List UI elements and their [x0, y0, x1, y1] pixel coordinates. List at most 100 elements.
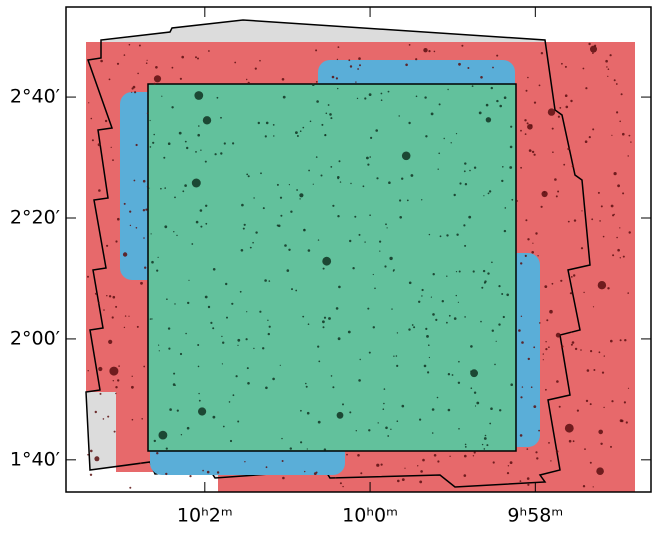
star — [581, 210, 583, 212]
star — [624, 339, 627, 342]
star — [87, 275, 89, 278]
star — [548, 346, 550, 349]
star — [498, 323, 501, 326]
star — [458, 360, 460, 363]
star — [463, 224, 466, 227]
star — [231, 302, 234, 305]
star — [492, 66, 494, 69]
star — [418, 300, 421, 303]
star — [509, 461, 513, 464]
star — [422, 458, 425, 462]
star — [210, 321, 213, 324]
star — [221, 363, 223, 365]
star — [115, 386, 118, 389]
star — [606, 66, 608, 68]
star — [179, 352, 183, 356]
star — [262, 347, 265, 350]
star — [469, 169, 471, 172]
star — [572, 440, 575, 443]
star — [197, 133, 200, 137]
star — [612, 214, 615, 217]
star — [237, 344, 239, 346]
star — [545, 348, 548, 351]
star — [472, 455, 475, 457]
star — [277, 224, 281, 228]
star — [542, 353, 544, 355]
star — [488, 190, 492, 193]
star — [628, 231, 631, 234]
star — [502, 315, 505, 319]
star — [570, 343, 573, 346]
star — [359, 358, 361, 361]
star — [415, 95, 418, 98]
star — [617, 248, 620, 252]
star — [115, 240, 118, 243]
star — [364, 241, 366, 243]
x-tick-label: 10ʰ0ᵐ — [342, 505, 398, 527]
star — [235, 375, 238, 378]
star — [188, 279, 190, 281]
star — [260, 172, 262, 175]
star — [545, 388, 547, 391]
star — [520, 396, 523, 399]
star — [471, 85, 474, 87]
star — [320, 174, 323, 177]
star — [132, 85, 136, 89]
star — [87, 370, 89, 372]
star — [574, 347, 578, 351]
star — [222, 341, 225, 344]
star — [473, 166, 477, 169]
star — [368, 351, 371, 354]
star — [131, 375, 133, 377]
star — [546, 319, 549, 322]
star — [391, 308, 393, 310]
star — [151, 318, 153, 320]
star — [485, 117, 492, 123]
star — [481, 443, 484, 446]
star — [584, 140, 588, 143]
star — [372, 273, 374, 276]
star — [417, 465, 419, 467]
star — [540, 205, 543, 208]
star — [325, 112, 328, 115]
star — [264, 135, 267, 138]
star — [90, 449, 93, 453]
star — [307, 323, 310, 326]
star — [401, 151, 411, 161]
star — [435, 318, 438, 321]
outline-footprint — [85, 19, 591, 488]
star — [165, 447, 168, 450]
star — [309, 120, 312, 123]
star — [377, 422, 379, 424]
star — [492, 461, 495, 464]
star — [524, 254, 527, 257]
star — [518, 329, 521, 332]
star — [411, 324, 414, 326]
star — [302, 126, 305, 129]
star — [366, 156, 369, 160]
star — [358, 379, 361, 382]
star — [221, 335, 223, 338]
star — [296, 189, 298, 191]
star — [354, 215, 357, 218]
star — [464, 454, 467, 458]
star — [262, 207, 265, 210]
star — [464, 443, 467, 446]
star — [521, 386, 524, 388]
star — [98, 302, 100, 304]
star — [593, 369, 596, 371]
star — [388, 181, 391, 184]
star — [617, 184, 620, 188]
star — [322, 267, 325, 270]
star — [385, 223, 387, 226]
star — [212, 268, 216, 271]
star — [312, 83, 315, 86]
star — [195, 56, 197, 59]
star — [425, 327, 428, 330]
star — [404, 467, 406, 469]
star — [533, 153, 536, 156]
star — [464, 316, 466, 318]
star — [560, 279, 563, 282]
star — [245, 338, 248, 341]
star — [590, 45, 597, 53]
